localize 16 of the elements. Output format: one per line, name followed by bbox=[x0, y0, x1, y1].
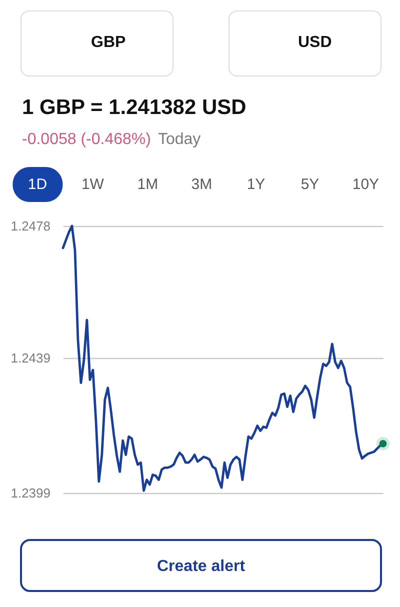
text: 1W bbox=[81, 176, 105, 193]
text: Create alert bbox=[156, 558, 246, 575]
text: GBP bbox=[91, 34, 126, 51]
text: 5Y bbox=[300, 176, 320, 193]
text: 3M bbox=[191, 176, 212, 193]
text: 1D bbox=[28, 176, 48, 193]
y-tick-label: 1.2399 bbox=[10, 486, 50, 500]
text: USD bbox=[298, 34, 332, 51]
text: Today bbox=[158, 131, 201, 148]
text: 1M bbox=[137, 176, 158, 193]
y-tick-label: 1.2439 bbox=[10, 350, 50, 366]
text: 1Y bbox=[246, 176, 266, 193]
chart-title: 1 GBP = 1.241382 USD bbox=[22, 96, 246, 119]
chart-subtitle: -0.0058 (-0.468%) bbox=[22, 131, 151, 148]
text: 10Y bbox=[352, 176, 380, 193]
y-tick-label: 1.2478 bbox=[10, 218, 50, 234]
